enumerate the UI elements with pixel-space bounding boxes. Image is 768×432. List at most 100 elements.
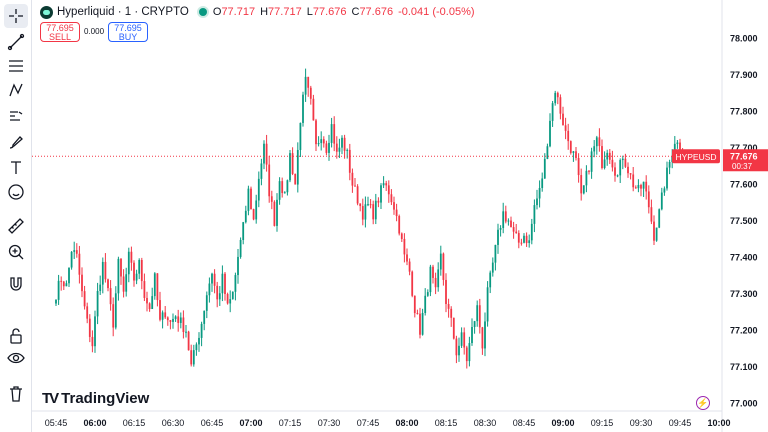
candle-body <box>135 273 138 281</box>
candle-body <box>663 188 666 193</box>
ohlc-close: C77.676 <box>351 6 394 18</box>
candle-body <box>533 205 536 224</box>
candle-body <box>208 283 211 296</box>
candle-body <box>387 185 390 195</box>
candle-body <box>439 253 442 270</box>
candle-body <box>273 201 276 226</box>
candle-body <box>369 204 372 206</box>
candle-body <box>224 273 226 295</box>
forecast-icon[interactable] <box>4 104 28 128</box>
price-chart[interactable]: 78.000 77.900 77.800 77.700 77.600 77.500 77.4… <box>32 0 768 432</box>
candle-body <box>559 97 562 114</box>
candle-body <box>395 209 398 217</box>
buy-button[interactable]: 77.695 BUY <box>108 22 148 42</box>
candle-body <box>676 142 679 144</box>
candle-body <box>161 312 164 320</box>
candle-body <box>432 266 434 278</box>
candle-body <box>647 191 650 208</box>
ohlc-open: O77.717 <box>212 6 256 18</box>
price-tick-label: 77.300 <box>730 289 758 299</box>
candle-body <box>541 178 544 189</box>
sell-button[interactable]: 77.695 SELL <box>40 22 80 42</box>
candle-body <box>437 269 440 288</box>
candle-body <box>265 143 268 165</box>
candle-body <box>200 323 203 338</box>
candle-body <box>478 305 481 328</box>
market-status-icon[interactable] <box>198 8 207 16</box>
candle-body <box>291 153 294 174</box>
candle-body <box>507 220 510 222</box>
candle-body <box>655 227 658 241</box>
candle-body <box>585 170 588 186</box>
candle-body <box>429 266 432 293</box>
time-tick-label: 05:45 <box>45 418 68 428</box>
candle-body <box>226 294 229 304</box>
fib-retracement-icon[interactable] <box>4 54 28 78</box>
candle-body <box>452 317 455 339</box>
ohlc-high: H77.717 <box>260 6 302 18</box>
brush-icon[interactable] <box>4 130 28 154</box>
eye-icon[interactable] <box>4 346 28 370</box>
candle-body <box>572 151 575 153</box>
candle-body <box>302 94 304 123</box>
candle-body <box>351 172 354 186</box>
candle-body <box>468 343 471 362</box>
candle-body <box>619 160 622 176</box>
price-tick-label: 77.800 <box>730 107 758 117</box>
candle-body <box>398 216 401 234</box>
candle-body <box>525 235 528 244</box>
candle-body <box>315 120 317 145</box>
candle-body <box>255 200 258 220</box>
candle-body <box>471 326 473 344</box>
magnet-icon[interactable] <box>4 272 28 296</box>
price-tick-label: 77.400 <box>730 253 758 263</box>
candle-body <box>143 281 146 298</box>
lock-icon[interactable] <box>4 324 28 348</box>
candle-body <box>447 304 450 309</box>
candle-body <box>445 279 447 305</box>
ruler-icon[interactable] <box>4 214 28 238</box>
price-tick-label: 77.200 <box>730 326 758 336</box>
candle-body <box>146 297 148 304</box>
candle-body <box>234 275 237 292</box>
lightning-icon[interactable]: ⚡ <box>696 396 710 410</box>
candle-body <box>164 312 167 318</box>
time-tick-label: 09:30 <box>630 418 653 428</box>
candle-body <box>400 233 403 239</box>
candle-body <box>263 143 265 164</box>
candle-body <box>538 188 541 199</box>
candle-body <box>221 273 224 294</box>
candle-body <box>504 211 507 222</box>
trash-icon[interactable] <box>4 382 28 406</box>
candle-body <box>575 151 577 158</box>
trend-line-icon[interactable] <box>4 30 28 54</box>
emoji-icon[interactable] <box>4 180 28 204</box>
candle-body <box>582 185 585 194</box>
candle-body <box>551 103 554 121</box>
candle-body <box>603 159 606 169</box>
candle-body <box>109 288 112 305</box>
candle-body <box>356 186 359 204</box>
candle-body <box>455 338 458 356</box>
candle-body <box>260 163 263 179</box>
candle-body <box>536 198 538 206</box>
sell-price: 77.695 <box>46 23 74 33</box>
zoom-in-icon[interactable] <box>4 240 28 264</box>
candle-body <box>294 173 297 185</box>
candle-body <box>296 149 299 185</box>
candle-body <box>218 293 221 300</box>
candle-body <box>640 184 642 189</box>
crosshair-icon[interactable] <box>4 4 28 28</box>
candle-body <box>460 332 463 346</box>
pattern-icon[interactable] <box>4 78 28 102</box>
candle-body <box>252 209 255 220</box>
candle-body <box>611 159 614 168</box>
ohlc-low: L77.676 <box>306 6 347 18</box>
candle-body <box>569 141 572 153</box>
time-tick-label: 06:30 <box>162 418 185 428</box>
candle-body <box>590 151 593 172</box>
drawing-toolbar <box>0 0 32 432</box>
symbol-title[interactable]: Hyperliquid · 1 · CRYPTO <box>57 6 189 18</box>
text-icon[interactable] <box>4 156 28 180</box>
candle-body <box>78 253 81 275</box>
